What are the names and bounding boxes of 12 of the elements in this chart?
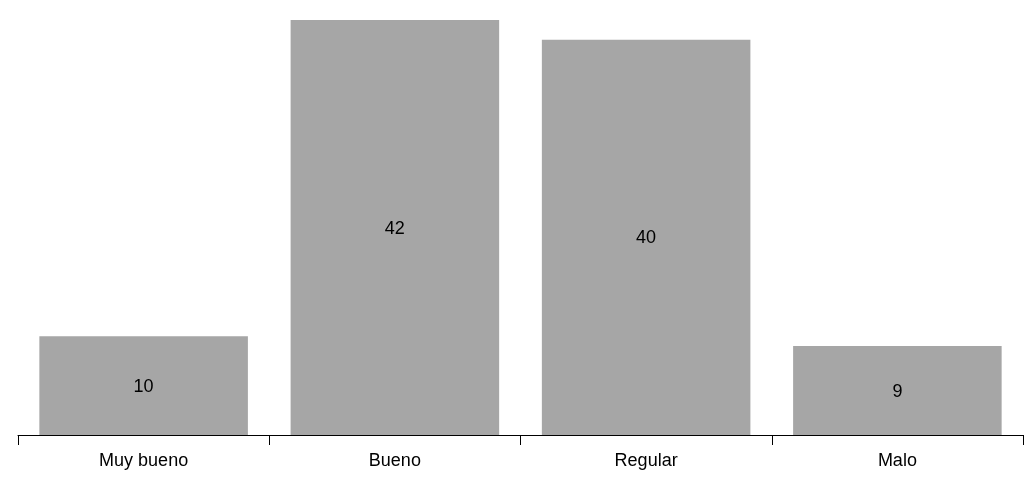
- bar: [793, 346, 1002, 435]
- x-tick-label: Regular: [614, 450, 678, 470]
- data-label: 9: [892, 380, 903, 401]
- bar: [541, 39, 751, 435]
- x-tick-label: Bueno: [368, 450, 421, 470]
- x-tick-label: Malo: [877, 450, 917, 470]
- data-label: 40: [636, 227, 657, 248]
- bar: [39, 336, 248, 435]
- data-label: 42: [384, 217, 405, 238]
- data-label: 10: [133, 375, 154, 396]
- x-tick-label: Muy bueno: [99, 450, 189, 470]
- bar: [290, 20, 500, 435]
